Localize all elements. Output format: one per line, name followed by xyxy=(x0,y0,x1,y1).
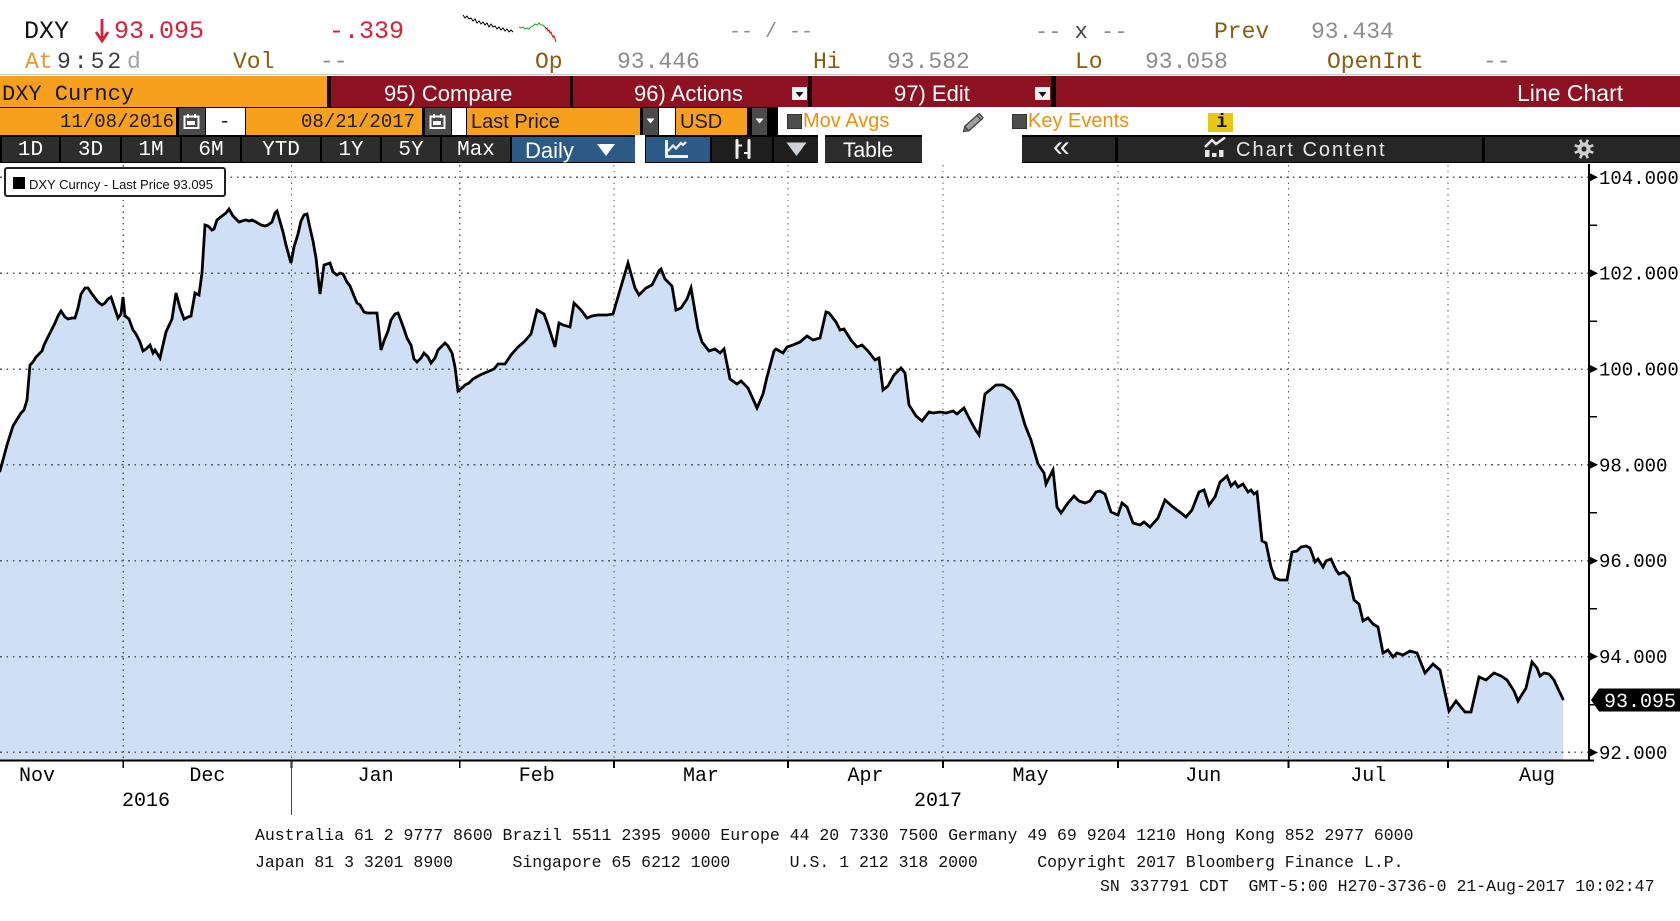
svg-text:Apr: Apr xyxy=(847,765,883,788)
svg-text:104.000: 104.000 xyxy=(1599,168,1679,190)
svg-text:94.000: 94.000 xyxy=(1599,647,1667,669)
svg-text:93.095: 93.095 xyxy=(1604,691,1676,714)
svg-text:Jul: Jul xyxy=(1350,765,1386,788)
svg-text:100.000: 100.000 xyxy=(1599,360,1679,382)
svg-text:102.000: 102.000 xyxy=(1599,264,1679,286)
svg-text:2016: 2016 xyxy=(122,790,170,813)
svg-text:Jan: Jan xyxy=(358,765,394,788)
svg-text:Aug: Aug xyxy=(1519,765,1555,788)
svg-text:Dec: Dec xyxy=(189,765,225,788)
svg-text:Nov: Nov xyxy=(19,765,55,788)
svg-text:Feb: Feb xyxy=(519,765,555,788)
svg-text:98.000: 98.000 xyxy=(1599,455,1667,477)
svg-text:2017: 2017 xyxy=(914,790,962,813)
svg-text:Jun: Jun xyxy=(1185,765,1221,788)
svg-text:92.000: 92.000 xyxy=(1599,743,1667,765)
svg-text:Mar: Mar xyxy=(683,765,719,788)
svg-text:96.000: 96.000 xyxy=(1599,551,1667,573)
svg-text:May: May xyxy=(1012,765,1048,788)
